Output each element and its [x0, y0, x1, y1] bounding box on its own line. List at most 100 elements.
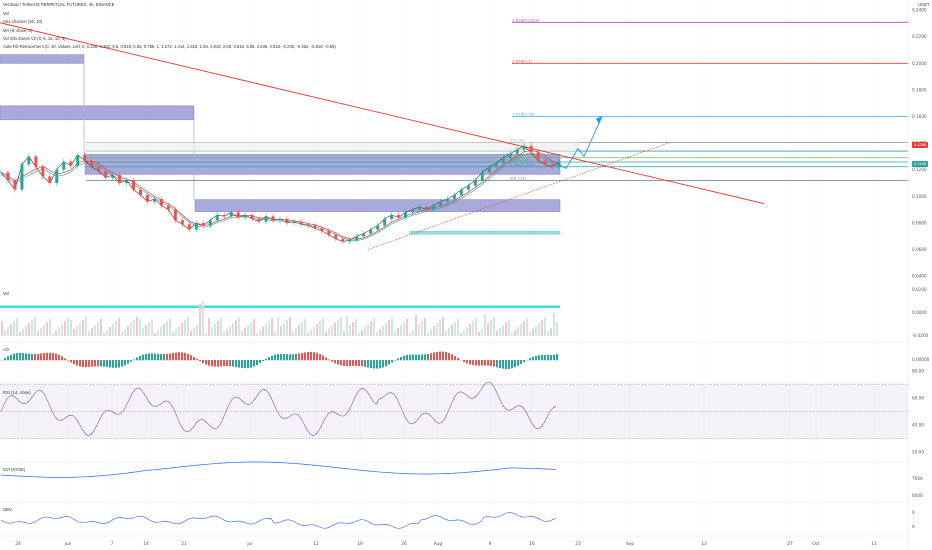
- candle-body: [362, 233, 366, 237]
- ao-bar: [511, 360, 513, 369]
- fib-label: 2.618(0.2): [512, 58, 532, 63]
- ao-bar: [505, 360, 507, 369]
- ao-bar: [376, 360, 378, 369]
- volume-bar: [379, 329, 381, 336]
- price-tick-label: 0.0400: [912, 274, 927, 279]
- pane-title-ao[interactable]: AO: [3, 347, 10, 352]
- ao-bar: [319, 353, 321, 361]
- candle-body: [383, 218, 387, 226]
- ao-bar: [22, 353, 24, 361]
- ao-bar: [415, 354, 417, 361]
- ao-bar: [286, 354, 288, 361]
- ao-bar: [34, 353, 36, 361]
- pane-title-cvi[interactable]: CVI (NYSE): [3, 467, 26, 472]
- candle-body: [62, 161, 66, 170]
- volume-bar: [451, 325, 453, 336]
- volume-bar: [550, 328, 552, 336]
- volume-bar: [403, 322, 405, 336]
- price-tick-label: 0.1800: [912, 87, 927, 92]
- indicator-zones[interactable]: Vol S/D Zones V2 (0, 5, 15, 10, 5): [3, 36, 66, 41]
- volume-bar: [106, 330, 108, 336]
- trendlines: [0, 22, 765, 250]
- ao-bar: [7, 356, 9, 361]
- ao-bar: [13, 353, 15, 361]
- cvi-tick-label: 6000: [912, 493, 923, 498]
- pane-title-vol[interactable]: Vol: [3, 291, 9, 296]
- volume-bar: [289, 317, 291, 336]
- ao-bar: [199, 360, 201, 362]
- candle-body: [313, 225, 317, 229]
- volume-bar: [34, 317, 36, 336]
- pane-title-rsi[interactable]: RSI (14, close): [3, 390, 31, 395]
- volume-bar: [310, 330, 312, 336]
- ao-bar: [127, 360, 129, 364]
- ao-bar: [379, 360, 381, 369]
- candle-body: [208, 220, 212, 226]
- volume-bar: [142, 328, 144, 336]
- volume-ma-band: [0, 305, 560, 308]
- candle-body: [411, 209, 415, 213]
- price-tick-label: 0.1200: [912, 167, 927, 172]
- ao-bar: [514, 360, 516, 368]
- candle-body: [48, 176, 52, 183]
- ao-bar: [241, 360, 243, 369]
- candle-body: [285, 218, 289, 223]
- candle-body: [473, 180, 477, 186]
- volume-bar: [247, 325, 249, 336]
- symbol-title[interactable]: VeChain / TetherUS PERPETUAL FUTURES, 4h…: [3, 2, 115, 7]
- volume-bar: [358, 333, 360, 336]
- ao-bar: [337, 360, 339, 365]
- candle-body: [83, 155, 87, 161]
- ao-bar: [466, 360, 468, 364]
- indicator-vol[interactable]: Vol: [3, 11, 9, 16]
- ao-bar: [226, 360, 228, 367]
- ao-bar: [517, 360, 519, 366]
- ao-bar: [61, 356, 63, 361]
- ao-bar: [313, 352, 315, 361]
- volume-bar: [103, 333, 105, 336]
- volume-bar: [397, 328, 399, 336]
- ao-bar: [457, 358, 459, 361]
- ao-bar: [463, 360, 465, 363]
- volume-bar: [292, 331, 294, 336]
- volume-bar: [511, 333, 513, 336]
- ao-bar: [547, 355, 549, 361]
- ao-bar: [403, 355, 405, 361]
- ao-bar: [265, 358, 267, 361]
- ao-bar: [262, 360, 264, 362]
- candle-body: [159, 198, 163, 206]
- candle-body: [501, 157, 505, 164]
- volume-bar: [70, 320, 72, 336]
- ao-bar: [520, 360, 522, 364]
- volume-bar: [28, 323, 30, 336]
- volume-bar: [460, 333, 462, 336]
- candle-body: [404, 212, 408, 218]
- volume-bar: [445, 331, 447, 336]
- indicator-fib[interactable]: Auto Fib Retracement (0, 10, Values, Lef…: [3, 44, 336, 49]
- candle-body: [536, 152, 540, 161]
- ao-bar: [16, 353, 18, 361]
- ao-bar: [406, 354, 408, 361]
- volume-bar: [184, 320, 186, 336]
- indicator-ma[interactable]: MA (9, close, 0): [3, 28, 33, 33]
- volume-bar: [283, 323, 285, 336]
- time-tick-label: 26: [401, 541, 407, 547]
- volume-bar: [505, 322, 507, 336]
- ao-bar: [229, 360, 231, 367]
- volume-bar: [199, 304, 201, 336]
- volume-bar: [154, 333, 156, 336]
- volume-bar: [544, 317, 546, 336]
- candle-body: [355, 236, 359, 241]
- volume-bar: [520, 324, 522, 336]
- volume-bar: [1, 321, 3, 336]
- indicator-ssl[interactable]: SSL channel (10, 10): [3, 19, 43, 24]
- pane-title-obv[interactable]: OBV: [3, 507, 12, 512]
- volume-bar: [256, 333, 258, 336]
- volume-bar: [40, 328, 42, 336]
- supply-zone: [0, 54, 85, 64]
- ao-bar: [184, 352, 186, 361]
- volume-bar: [385, 323, 387, 336]
- candle-body: [55, 169, 59, 183]
- ao-pane: 0.00000: [0, 351, 930, 384]
